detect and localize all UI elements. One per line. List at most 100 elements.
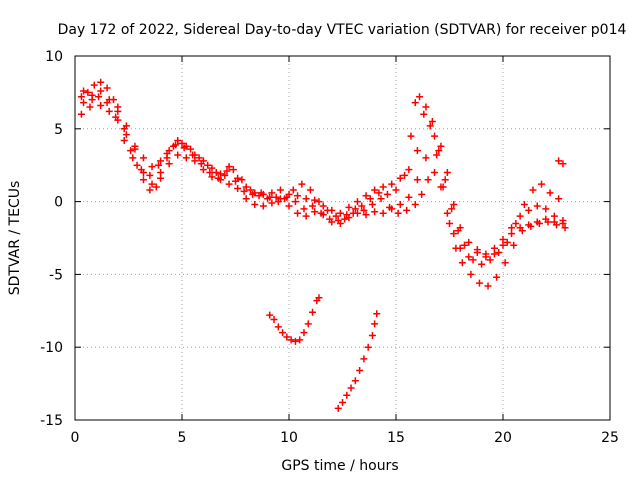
data-point [388, 205, 396, 213]
data-point [433, 151, 441, 159]
data-point [339, 399, 346, 407]
data-point [555, 195, 563, 203]
data-point [328, 206, 336, 214]
data-point [508, 230, 516, 238]
data-point [328, 218, 336, 226]
data-point [458, 259, 466, 267]
data-point [90, 81, 98, 89]
data-point [420, 110, 428, 118]
data-point [139, 154, 147, 162]
x-tick-label: 10 [280, 430, 298, 446]
x-tick-label: 20 [494, 430, 512, 446]
data-point [486, 256, 494, 264]
data-point [114, 103, 122, 111]
data-point [208, 173, 216, 181]
data-point [383, 190, 391, 198]
data-point [302, 212, 310, 220]
data-point [300, 205, 308, 213]
data-point [154, 161, 162, 169]
series-track-1 [77, 78, 563, 268]
data-point [240, 187, 248, 195]
data-point [345, 214, 353, 222]
data-point [538, 180, 546, 188]
data-point [268, 189, 276, 197]
data-point [413, 147, 421, 155]
data-point [431, 168, 439, 176]
data-point [482, 250, 490, 258]
data-point [234, 184, 242, 192]
data-point [114, 116, 122, 124]
data-point [396, 174, 404, 182]
data-point [336, 209, 344, 217]
data-point [405, 193, 413, 201]
data-point [133, 161, 141, 169]
data-point [279, 329, 287, 337]
data-point [362, 211, 370, 219]
data-point [405, 166, 413, 174]
data-point [371, 208, 379, 216]
data-point [272, 193, 280, 201]
data-point [345, 203, 353, 211]
data-point [416, 93, 424, 101]
data-point [146, 186, 154, 194]
data-point [97, 102, 105, 110]
data-point [418, 190, 426, 198]
y-tick-label: -15 [40, 413, 63, 429]
data-point [319, 202, 327, 210]
data-point [309, 202, 317, 210]
data-point [311, 196, 319, 204]
data-point [77, 93, 85, 101]
data-point [178, 139, 186, 147]
data-point [371, 186, 379, 194]
data-point [422, 154, 430, 162]
data-point [448, 205, 456, 213]
x-tick-label: 15 [387, 430, 405, 446]
x-tick-label: 25 [601, 430, 619, 446]
series-track-3 [80, 96, 569, 290]
data-point [555, 157, 563, 165]
data-point [319, 211, 327, 219]
data-point [450, 201, 458, 209]
data-point [465, 253, 473, 261]
data-point [266, 193, 274, 201]
data-point [443, 168, 451, 176]
data-point [437, 142, 445, 150]
series-track-5 [266, 294, 323, 345]
data-point [499, 241, 507, 249]
y-tick-label: -5 [49, 267, 63, 283]
data-point [371, 320, 379, 328]
data-point [274, 323, 282, 331]
data-point [478, 260, 486, 268]
data-point [377, 195, 385, 203]
data-point [242, 195, 250, 203]
data-point [77, 110, 85, 118]
data-point [294, 192, 302, 200]
data-point [127, 147, 135, 155]
data-point [431, 132, 439, 140]
data-point [353, 209, 361, 217]
data-point [291, 337, 299, 345]
data-point [525, 221, 533, 229]
data-point [542, 205, 550, 213]
data-point [460, 241, 468, 249]
data-point [358, 202, 366, 210]
data-point [375, 189, 383, 197]
data-point [103, 84, 111, 92]
data-point [251, 189, 259, 197]
data-point [336, 219, 344, 227]
data-point [105, 107, 113, 115]
data-point [533, 202, 541, 210]
data-point [475, 279, 483, 287]
data-point [347, 384, 355, 392]
data-point [401, 171, 409, 179]
x-axis-label: GPS time / hours [281, 458, 398, 474]
data-point [392, 186, 400, 194]
data-point [296, 336, 304, 344]
data-point [259, 190, 267, 198]
data-series [77, 78, 569, 412]
data-point [512, 219, 520, 227]
data-point [199, 166, 207, 174]
data-point [353, 198, 361, 206]
data-point [80, 87, 88, 95]
data-point [411, 99, 419, 107]
